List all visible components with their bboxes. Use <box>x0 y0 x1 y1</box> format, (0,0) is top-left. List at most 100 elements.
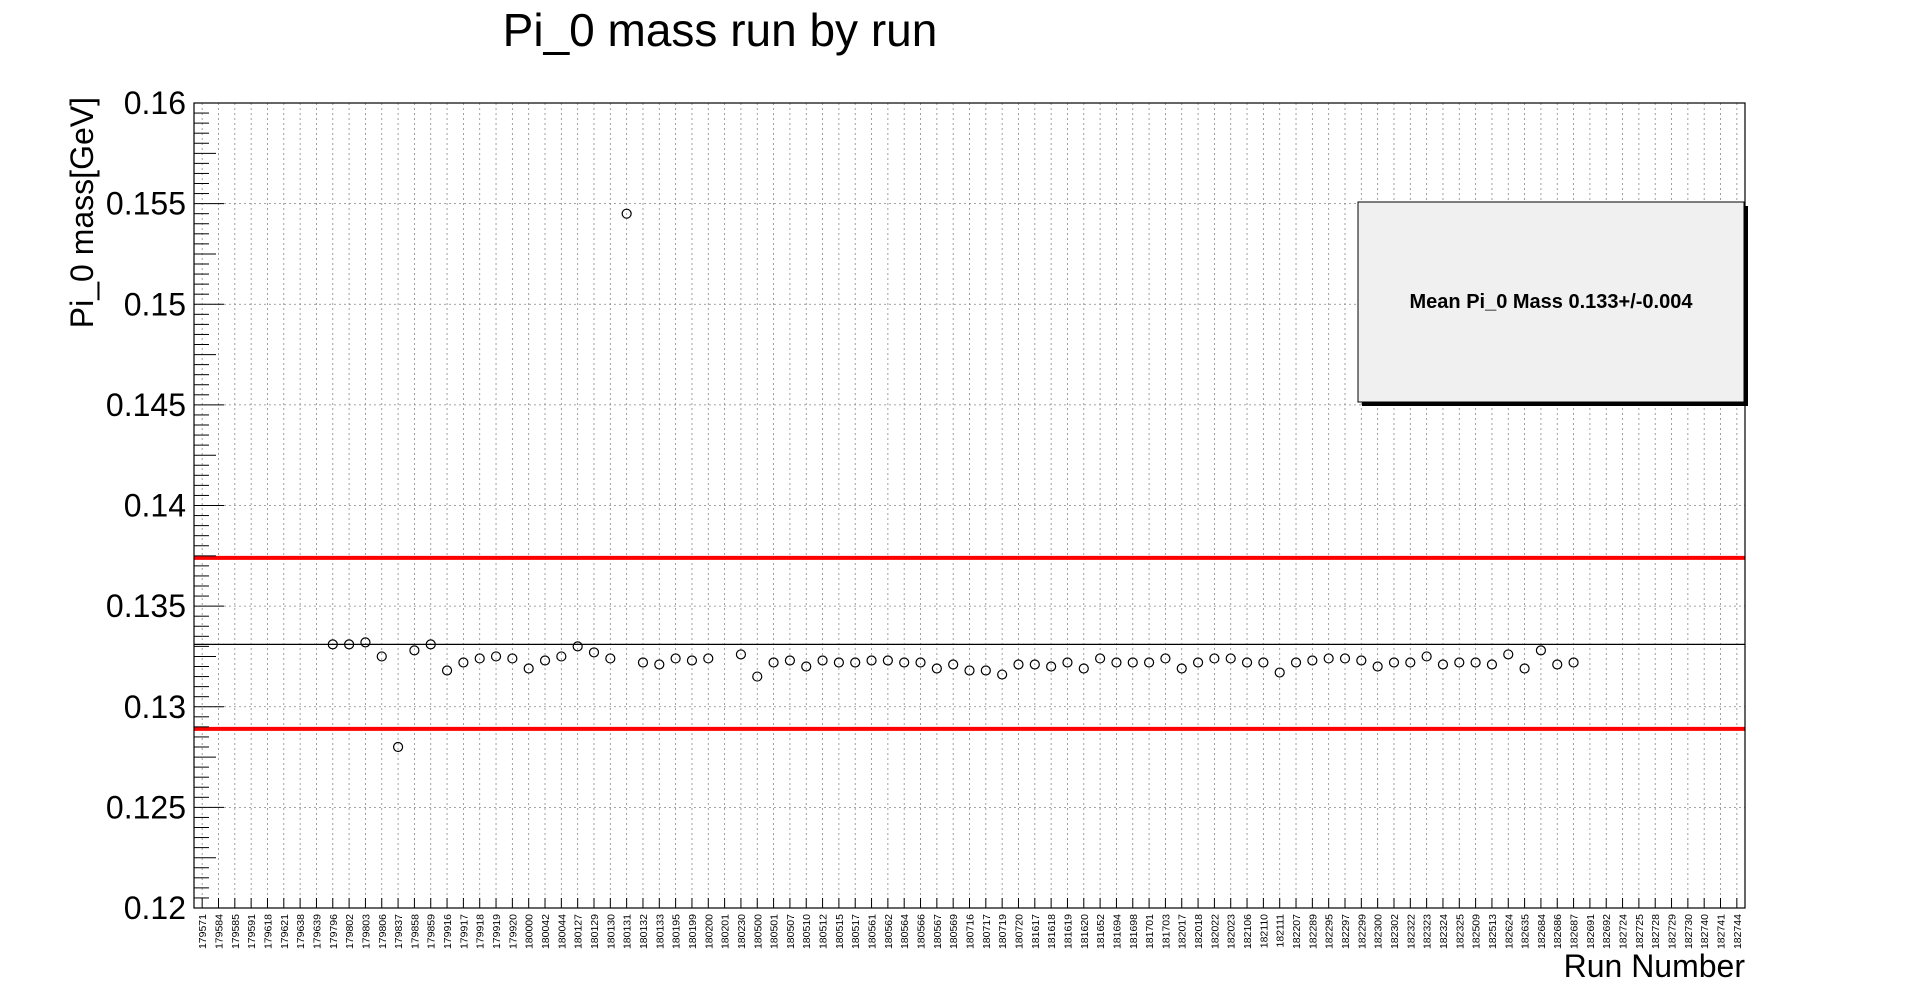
x-tick-label: 180510 <box>801 914 813 949</box>
x-tick-label: 182300 <box>1373 914 1385 949</box>
data-point <box>556 651 567 662</box>
data-point <box>637 657 649 668</box>
legend-box: Mean Pi_0 Mass 0.133+/-0.004 <box>1357 201 1748 406</box>
x-tick-label: 182741 <box>1716 914 1728 949</box>
data-point <box>621 208 632 219</box>
x-tick-label: 179584 <box>213 914 225 949</box>
x-tick-label: 182686 <box>1552 914 1564 949</box>
data-point <box>539 655 551 666</box>
x-tick-label: 179803 <box>360 914 372 949</box>
y-tick-label: 0.14 <box>124 488 186 524</box>
data-point <box>441 665 453 676</box>
x-tick-label: 181617 <box>1030 914 1042 949</box>
data-point <box>654 659 665 670</box>
data-point <box>1078 663 1089 674</box>
x-tick-label: 182110 <box>1258 914 1270 948</box>
x-tick-label: 182687 <box>1569 914 1581 949</box>
x-tick-label: 182728 <box>1650 914 1662 949</box>
x-tick-label: 182323 <box>1422 914 1434 949</box>
x-tick-label: 182106 <box>1242 914 1254 949</box>
data-point <box>1503 649 1514 660</box>
y-tick-label: 0.135 <box>106 588 186 624</box>
data-point <box>572 641 583 652</box>
data-point <box>327 639 338 650</box>
x-tick-label: 180720 <box>1013 914 1025 949</box>
x-tick-label: 182635 <box>1520 914 1532 949</box>
data-point <box>1274 667 1285 678</box>
data-point <box>1029 659 1040 670</box>
x-tick-label: 180507 <box>785 914 797 949</box>
y-tick-label: 0.125 <box>106 789 186 825</box>
x-tick-label: 180501 <box>769 914 781 949</box>
legend-text: Mean Pi_0 Mass 0.133+/-0.004 <box>1410 291 1694 313</box>
x-tick-label: 179621 <box>279 914 291 949</box>
data-point <box>588 647 600 658</box>
x-tick-label: 182111 <box>1275 914 1287 948</box>
data-point <box>1437 659 1449 670</box>
x-tick-label: 179858 <box>409 914 421 949</box>
x-tick-label: 180200 <box>703 914 715 949</box>
x-tick-label: 180230 <box>736 914 748 949</box>
x-tick-label: 182730 <box>1683 914 1695 949</box>
data-point <box>1046 661 1057 672</box>
data-point <box>866 655 877 666</box>
x-tick-label: 182624 <box>1503 914 1515 949</box>
x-tick-label: 182325 <box>1454 914 1466 949</box>
data-point <box>344 639 355 650</box>
x-tick-label: 180129 <box>589 914 601 949</box>
x-tick-label: 180512 <box>818 914 830 949</box>
x-tick-label: 182513 <box>1487 914 1499 949</box>
x-tick-label: 181701 <box>1144 914 1156 949</box>
data-points <box>327 208 1579 753</box>
data-point <box>670 653 681 664</box>
x-tick-label: 180716 <box>965 914 977 949</box>
data-point <box>1519 663 1530 674</box>
data-point <box>850 657 861 668</box>
data-point <box>931 663 942 674</box>
x-tick-labels: 179571 179584 179585 179591 179618 179621 1796… <box>197 914 1744 949</box>
data-point <box>1388 657 1400 668</box>
x-tick-label: 180562 <box>883 914 895 949</box>
x-tick-label: 179796 <box>328 914 340 949</box>
x-tick-label: 182509 <box>1471 914 1483 949</box>
data-point <box>458 657 469 668</box>
x-tick-label: 179591 <box>246 914 258 949</box>
data-point <box>752 671 763 682</box>
data-point <box>817 655 828 666</box>
x-tick-label: 180561 <box>867 914 879 949</box>
x-tick-label: 179916 <box>442 914 454 949</box>
x-tick-label: 182023 <box>1226 914 1238 949</box>
data-point <box>1356 655 1367 666</box>
x-tick-label: 180517 <box>850 914 862 949</box>
data-point <box>980 665 991 676</box>
data-point <box>490 651 502 662</box>
data-point <box>899 657 910 668</box>
x-tick-label: 182684 <box>1536 914 1548 949</box>
data-point <box>882 655 893 666</box>
data-point <box>605 653 616 664</box>
x-tick-label: 182692 <box>1601 914 1613 949</box>
x-tick-label: 179918 <box>475 914 487 949</box>
data-point <box>1143 657 1155 668</box>
data-point <box>1176 663 1187 674</box>
data-point <box>1454 657 1465 668</box>
data-point <box>1323 653 1334 664</box>
data-point <box>1568 657 1579 668</box>
grid <box>194 102 1745 909</box>
data-point <box>1062 657 1073 668</box>
x-tick-label: 181618 <box>1046 914 1058 949</box>
data-point <box>507 653 518 664</box>
x-tick-label: 182297 <box>1340 914 1352 949</box>
data-point <box>409 645 420 656</box>
reference-lines <box>194 555 1745 731</box>
data-point <box>801 661 812 672</box>
x-tick-label: 179585 <box>230 914 242 949</box>
data-point <box>376 651 387 662</box>
x-tick-label: 182289 <box>1307 914 1319 949</box>
x-tick-label: 180566 <box>916 914 928 949</box>
data-point <box>1486 659 1498 670</box>
x-tick-label: 179806 <box>377 914 389 949</box>
x-tick-label: 182744 <box>1732 914 1744 949</box>
data-point <box>686 655 698 666</box>
